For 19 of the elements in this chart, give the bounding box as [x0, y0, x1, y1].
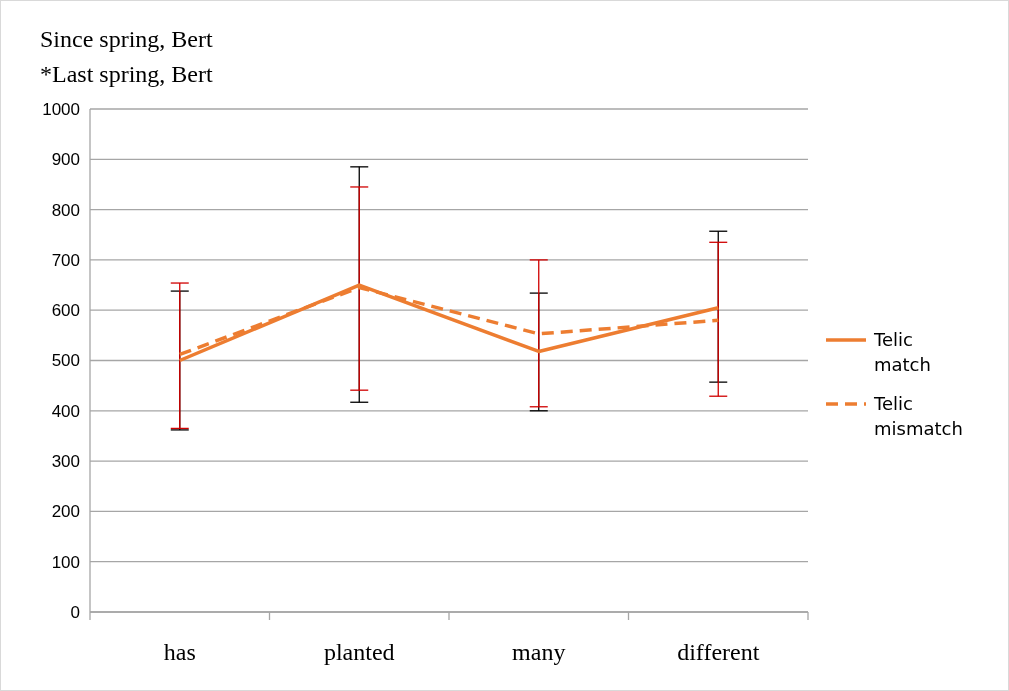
y-tick-label: 100: [51, 552, 80, 572]
y-tick-label: 800: [51, 200, 80, 220]
y-tick-label: 200: [51, 502, 80, 522]
y-tick-label: 400: [51, 401, 80, 421]
legend-label: Telic mismatch: [873, 393, 963, 439]
y-tick-label: 300: [51, 452, 80, 472]
legend-label: Telic match: [873, 329, 931, 375]
x-tick-label: planted: [323, 639, 395, 665]
x-tick-label: different: [677, 639, 760, 665]
x-tick-label: many: [512, 639, 566, 665]
y-tick-label: 700: [51, 250, 80, 270]
y-tick-label: 500: [51, 351, 80, 371]
x-tick-label: has: [163, 639, 196, 665]
y-tick-label: 1000: [42, 99, 80, 119]
chart-subtitle: *Last spring, Bert: [40, 61, 213, 87]
y-tick-label: 600: [51, 301, 80, 321]
y-tick-label: 0: [70, 602, 80, 622]
y-tick-label: 900: [51, 150, 80, 170]
chart-title: Since spring, Bert: [40, 26, 213, 52]
